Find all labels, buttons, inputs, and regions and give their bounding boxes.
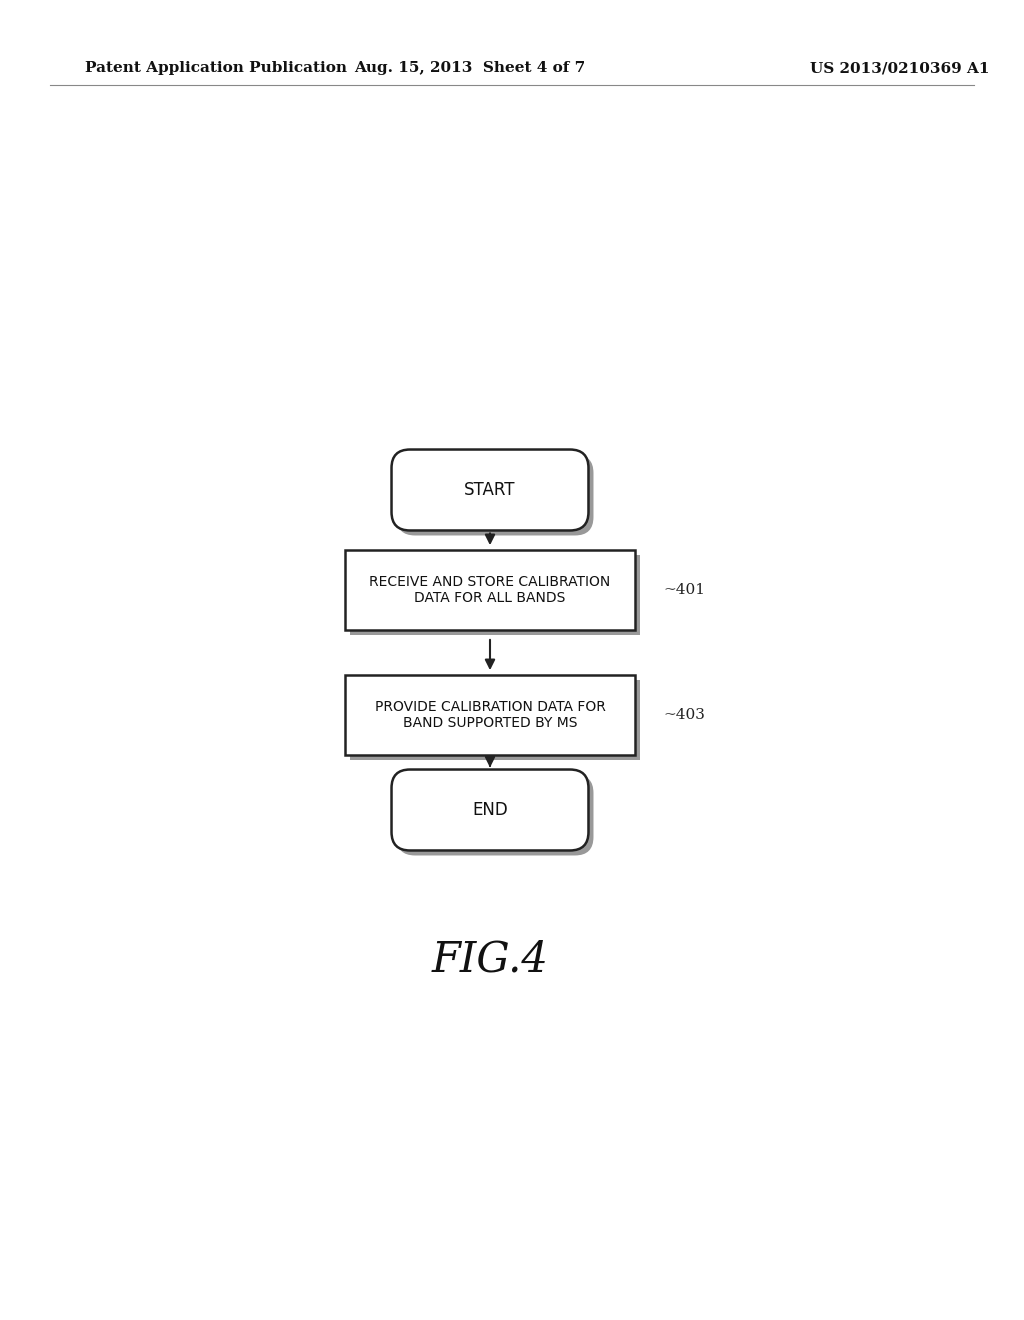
Text: START: START xyxy=(464,480,516,499)
Text: US 2013/0210369 A1: US 2013/0210369 A1 xyxy=(810,61,990,75)
Bar xyxy=(345,550,635,630)
FancyBboxPatch shape xyxy=(391,450,589,531)
FancyBboxPatch shape xyxy=(391,770,589,850)
Text: ~401: ~401 xyxy=(663,583,705,597)
Bar xyxy=(350,554,640,635)
Bar xyxy=(350,680,640,760)
FancyBboxPatch shape xyxy=(396,454,594,536)
Text: PROVIDE CALIBRATION DATA FOR
BAND SUPPORTED BY MS: PROVIDE CALIBRATION DATA FOR BAND SUPPOR… xyxy=(375,700,605,730)
Text: Patent Application Publication: Patent Application Publication xyxy=(85,61,347,75)
Text: Aug. 15, 2013  Sheet 4 of 7: Aug. 15, 2013 Sheet 4 of 7 xyxy=(354,61,586,75)
Text: ~403: ~403 xyxy=(663,708,705,722)
Text: RECEIVE AND STORE CALIBRATION
DATA FOR ALL BANDS: RECEIVE AND STORE CALIBRATION DATA FOR A… xyxy=(370,576,610,605)
FancyBboxPatch shape xyxy=(396,775,594,855)
Bar xyxy=(345,675,635,755)
Text: FIG.4: FIG.4 xyxy=(431,939,549,981)
Text: END: END xyxy=(472,801,508,818)
